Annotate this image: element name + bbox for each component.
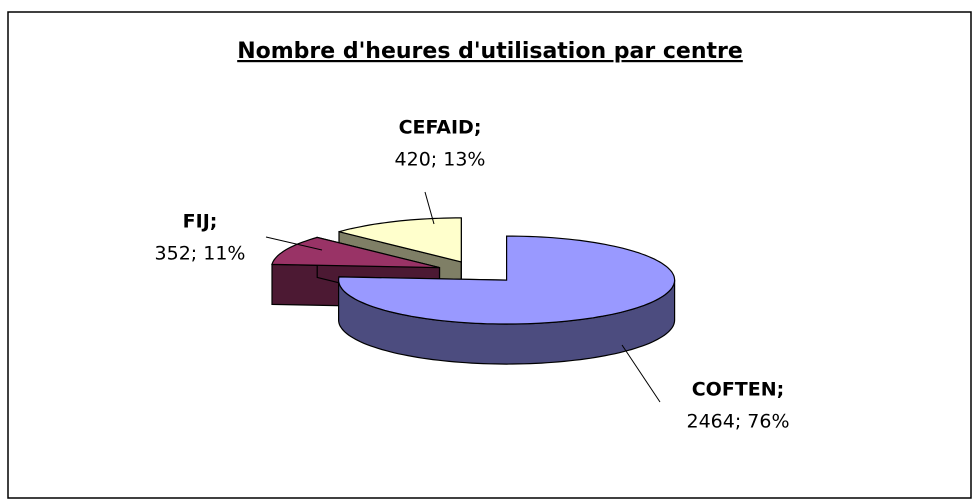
data-label-name: CEFAID; <box>399 117 482 139</box>
data-label-name: FIJ; <box>183 211 218 233</box>
leader-line <box>621 344 661 403</box>
slice <box>337 235 676 365</box>
leader-line <box>424 191 435 225</box>
data-label-value: 420; 13% <box>395 149 486 171</box>
data-label-name: COFTEN; <box>692 379 785 401</box>
leader-line <box>265 236 323 251</box>
slice-top <box>338 217 462 263</box>
slice-top <box>271 236 440 269</box>
data-label-value: 352; 11% <box>155 243 246 265</box>
slice-top <box>337 235 676 325</box>
chart-title: Nombre d'heures d'utilisation par centre <box>237 39 743 64</box>
chart-border <box>7 11 972 499</box>
pie <box>271 217 676 365</box>
data-label-value: 2464; 76% <box>686 411 789 433</box>
